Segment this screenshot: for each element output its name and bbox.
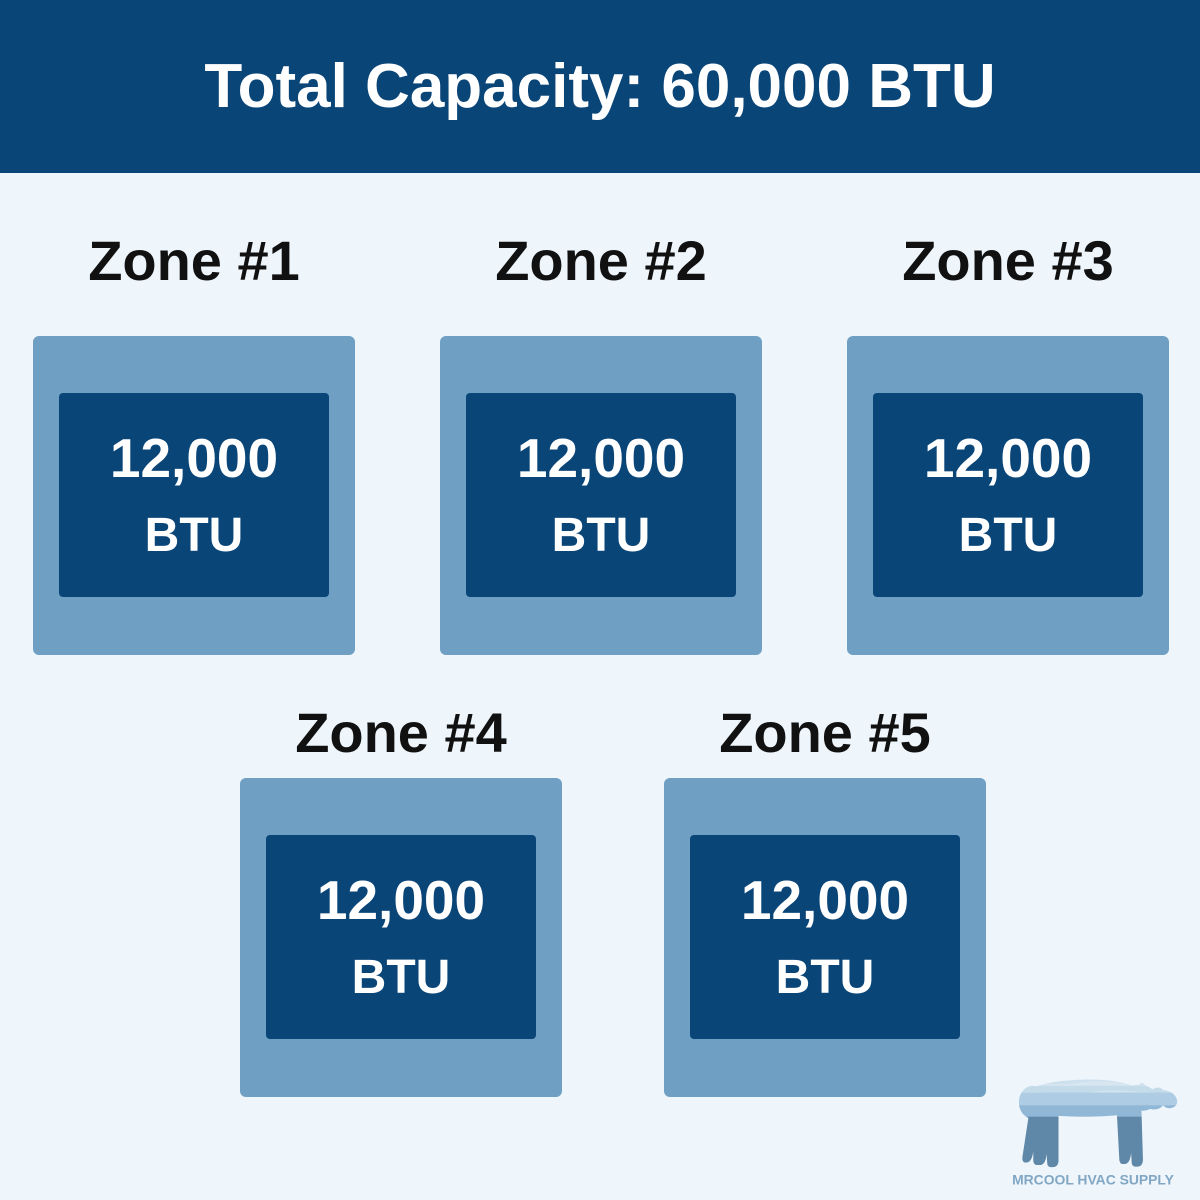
svg-text:MRCOOL HVAC SUPPLY: MRCOOL HVAC SUPPLY bbox=[1012, 1172, 1175, 1188]
